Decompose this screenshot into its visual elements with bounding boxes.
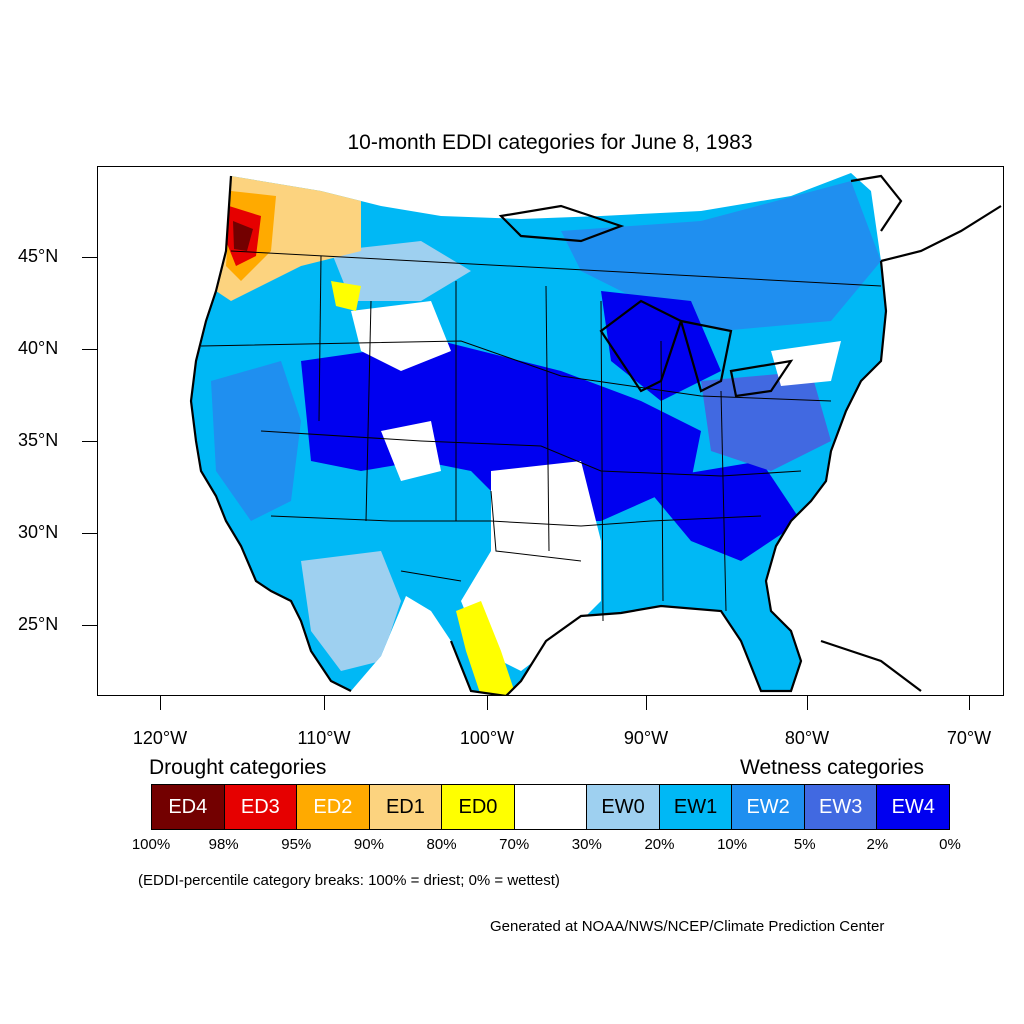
eddi-field xyxy=(191,173,886,695)
percentile-label: 0% xyxy=(939,836,961,853)
map-plot-area xyxy=(97,166,1004,696)
drought-heading: Drought categories xyxy=(149,756,327,779)
wetness-heading: Wetness categories xyxy=(740,756,925,779)
percentile-label: 5% xyxy=(793,836,816,853)
category-note: (EDDI-percentile category breaks: 100% =… xyxy=(138,872,560,889)
lat-tick xyxy=(82,533,97,534)
legend-cell-ed1: ED1 xyxy=(369,785,443,829)
legend-cell-ew1: EW1 xyxy=(659,785,733,829)
state-boundaries xyxy=(200,250,882,622)
lat-label-40n: 40°N xyxy=(18,338,59,358)
lon-tick xyxy=(160,696,161,710)
lon-label-120w: 120°W xyxy=(132,728,188,748)
percentile-label: 80% xyxy=(426,836,457,853)
lat-label-35n: 35°N xyxy=(18,430,59,450)
percentile-label: 90% xyxy=(353,836,384,853)
credit-line: Generated at NOAA/NWS/NCEP/Climate Predi… xyxy=(490,918,885,935)
percentile-label: 10% xyxy=(717,836,748,853)
percentile-label: 20% xyxy=(644,836,675,853)
lat-label-45n: 45°N xyxy=(18,246,59,266)
lon-label-100w: 100°W xyxy=(459,728,515,748)
legend-cell-ew0: EW0 xyxy=(587,785,660,829)
legend-cell-ew3: EW3 xyxy=(804,785,878,829)
lat-tick xyxy=(82,257,97,258)
percentile-label: 70% xyxy=(499,836,530,853)
lon-label-70w: 70°W xyxy=(946,728,992,748)
lat-label-30n: 30°N xyxy=(18,522,59,542)
lon-tick xyxy=(324,696,325,710)
lat-tick xyxy=(82,349,97,350)
lat-tick xyxy=(82,441,97,442)
legend-cell-ew4: EW4 xyxy=(877,785,950,829)
lon-tick xyxy=(646,696,647,710)
percentile-label: 30% xyxy=(571,836,602,853)
lon-label-80w: 80°W xyxy=(784,728,830,748)
eddi-map xyxy=(189,173,1002,695)
lon-tick xyxy=(487,696,488,710)
percentile-label: 100% xyxy=(131,836,171,853)
percentile-label: 98% xyxy=(208,836,239,853)
legend-cell-ed0: ED0 xyxy=(442,785,515,829)
map-title: 10-month EDDI categories for June 8, 198… xyxy=(347,131,753,154)
lat-tick xyxy=(82,625,97,626)
lon-label-110w: 110°W xyxy=(297,728,351,748)
legend-cell-neutral xyxy=(514,785,588,829)
legend-cell-ed3: ED3 xyxy=(224,785,298,829)
legend-cell-ed2: ED2 xyxy=(297,785,370,829)
legend-cell-ew2: EW2 xyxy=(732,785,805,829)
legend-colorbar: ED4 ED3 ED2 ED1 ED0 EW0 EW1 EW2 EW3 EW4 xyxy=(151,784,950,830)
lon-tick xyxy=(807,696,808,710)
lat-label-25n: 25°N xyxy=(18,614,59,634)
lon-tick xyxy=(969,696,970,710)
coastlines xyxy=(189,174,1002,695)
percentile-label: 95% xyxy=(281,836,312,853)
percentile-label: 2% xyxy=(866,836,889,853)
lon-label-90w: 90°W xyxy=(623,728,669,748)
legend-cell-ed4: ED4 xyxy=(152,785,225,829)
